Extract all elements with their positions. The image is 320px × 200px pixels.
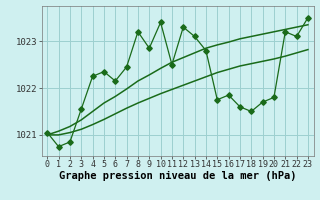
X-axis label: Graphe pression niveau de la mer (hPa): Graphe pression niveau de la mer (hPa) xyxy=(59,171,296,181)
